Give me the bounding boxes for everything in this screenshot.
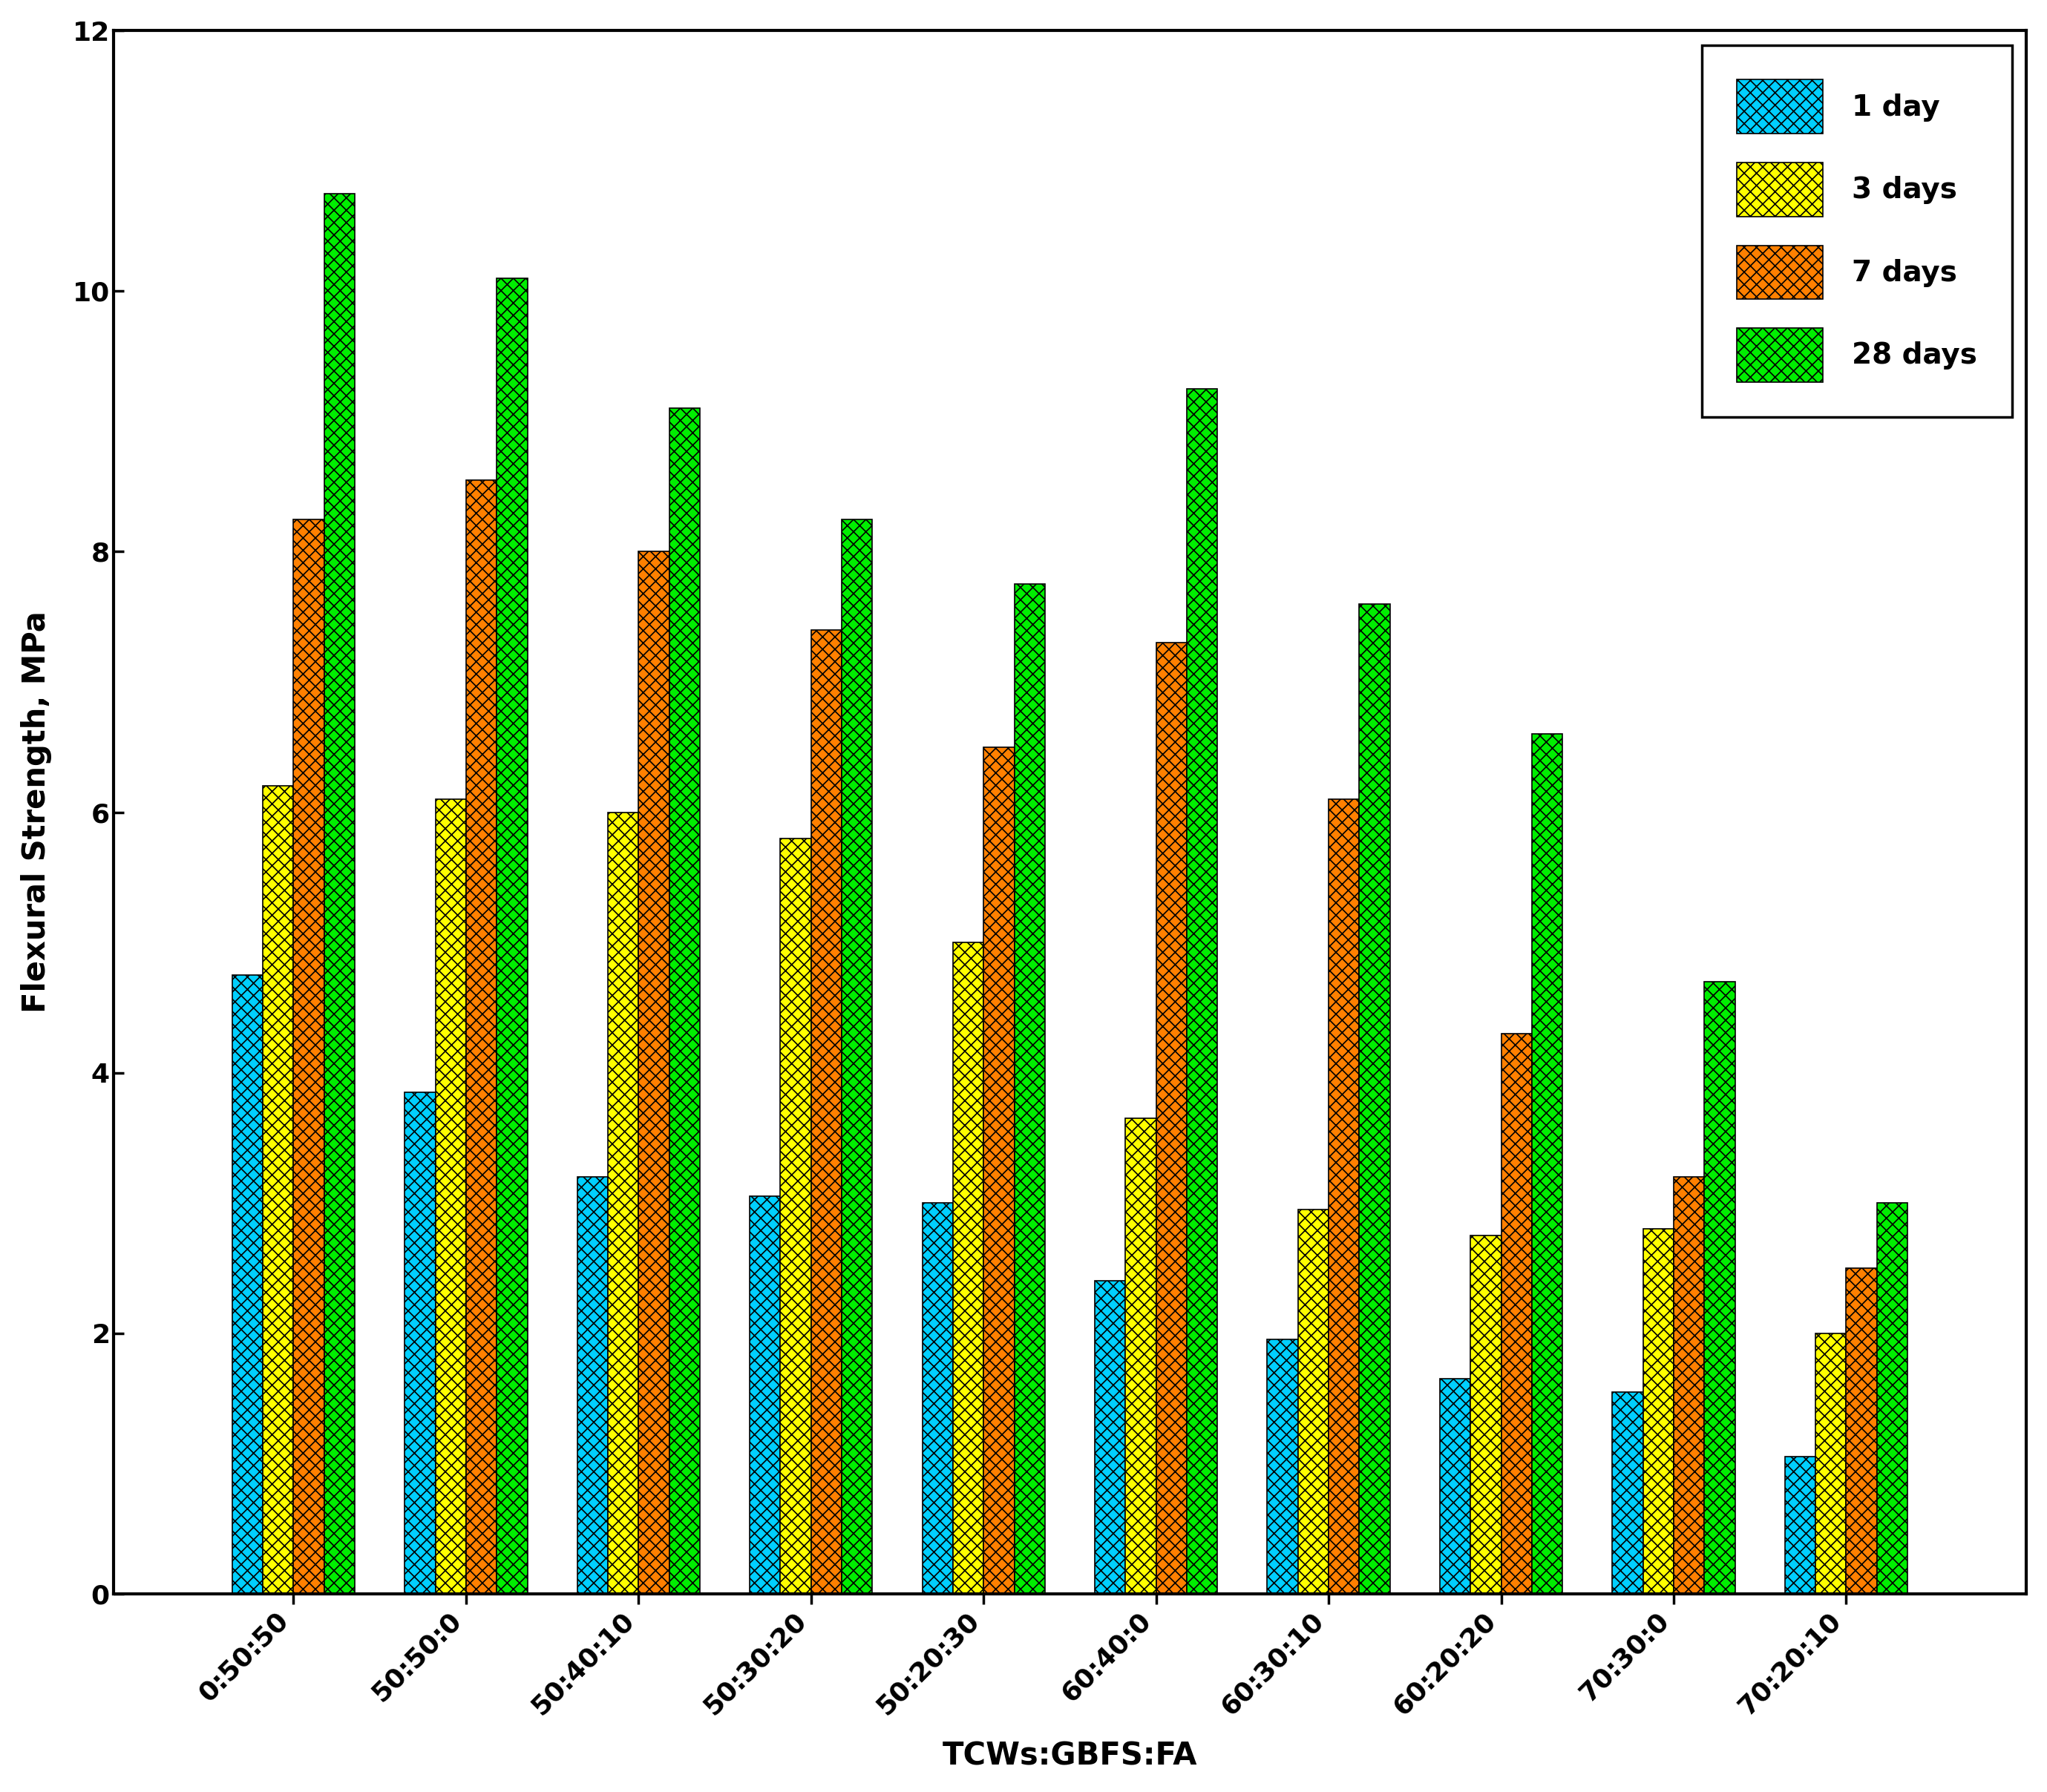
Legend: 1 day, 3 days, 7 days, 28 days: 1 day, 3 days, 7 days, 28 days <box>1701 45 2012 418</box>
Bar <box>669 409 700 1593</box>
Bar <box>1359 604 1390 1593</box>
Bar <box>1785 1457 1816 1593</box>
Bar <box>1298 1210 1329 1593</box>
Bar <box>1126 1118 1157 1593</box>
Bar <box>1877 1202 1908 1593</box>
Bar <box>1644 1229 1674 1593</box>
Bar <box>436 799 467 1593</box>
Bar <box>1095 1281 1126 1593</box>
Bar <box>1674 1177 1705 1593</box>
Bar <box>231 975 262 1593</box>
Bar <box>467 480 497 1593</box>
X-axis label: TCWs:GBFS:FA: TCWs:GBFS:FA <box>942 1740 1197 1770</box>
Bar <box>1439 1378 1470 1593</box>
Bar <box>262 787 293 1593</box>
Bar <box>749 1197 780 1593</box>
Bar <box>577 1177 608 1593</box>
Bar <box>1531 735 1562 1593</box>
Bar <box>954 943 985 1593</box>
Bar <box>923 1202 954 1593</box>
Bar <box>497 278 528 1593</box>
Bar <box>1470 1235 1500 1593</box>
Bar <box>1500 1034 1531 1593</box>
Bar <box>985 747 1013 1593</box>
Y-axis label: Flexural Strength, MPa: Flexural Strength, MPa <box>20 611 51 1012</box>
Bar <box>1816 1333 1846 1593</box>
Bar <box>1846 1269 1877 1593</box>
Bar <box>1613 1392 1644 1593</box>
Bar <box>323 194 354 1593</box>
Bar <box>1013 584 1044 1593</box>
Bar <box>841 520 872 1593</box>
Bar <box>608 812 639 1593</box>
Bar <box>1187 389 1218 1593</box>
Bar <box>1329 799 1359 1593</box>
Bar <box>1267 1340 1298 1593</box>
Bar <box>1705 982 1736 1593</box>
Bar <box>405 1091 436 1593</box>
Bar <box>1157 643 1187 1593</box>
Bar <box>639 552 669 1593</box>
Bar <box>780 839 811 1593</box>
Bar <box>293 520 323 1593</box>
Bar <box>811 629 841 1593</box>
